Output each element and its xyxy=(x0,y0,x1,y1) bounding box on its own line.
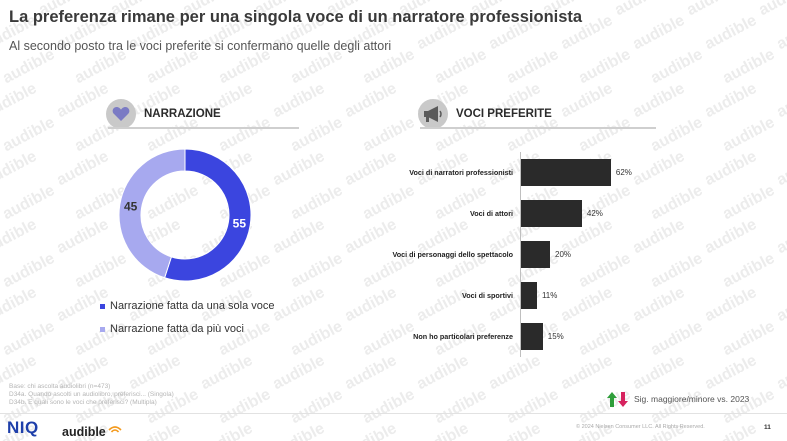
legend-label-single: Narrazione fatta da una sola voce xyxy=(110,300,275,312)
page-title: La preferenza rimane per una singola voc… xyxy=(9,8,583,26)
bar-axis-line xyxy=(520,152,521,357)
sig-up-arrow-icon xyxy=(607,392,617,412)
audible-wave-icon xyxy=(108,421,122,439)
niq-logo: NIQ xyxy=(7,418,39,437)
heart-icon xyxy=(106,99,136,129)
bar-category-label: Voci di sportivi xyxy=(462,290,513,300)
narrazione-heading: NARRAZIONE xyxy=(144,108,221,120)
narrazione-header: NARRAZIONE xyxy=(106,99,221,129)
bar-category-label: Non ho particolari preferenze xyxy=(413,331,513,341)
bar-category-label: Voci di attori xyxy=(470,208,513,218)
legend-swatch-multi xyxy=(100,326,105,332)
footnote-d34a: D34a. Quando ascolti un audiolibro, pref… xyxy=(9,391,174,398)
bar xyxy=(521,282,537,309)
legend-label-multi: Narrazione fatta da più voci xyxy=(110,323,244,335)
donut-slice-multi-voice xyxy=(118,148,186,279)
footnote-base: Base: chi ascolta audiolibri (n=473) xyxy=(9,383,111,390)
bar-category-label: Voci di narratori professionisti xyxy=(409,167,513,177)
narrazione-underline xyxy=(108,127,299,129)
bar-value-label: 42% xyxy=(586,208,603,218)
sig-legend-text: Sig. maggiore/minore vs. 2023 xyxy=(634,394,750,404)
bar xyxy=(521,200,582,227)
bar-value-label: 20% xyxy=(555,249,572,259)
legend-swatch-single xyxy=(100,303,105,309)
bar xyxy=(521,159,611,186)
donut-value-label: 55 xyxy=(233,217,247,231)
footnote-d34b: D34b. E quali sono le voci che preferisc… xyxy=(9,399,157,406)
megaphone-icon xyxy=(418,99,448,129)
donut-value-label: 45 xyxy=(124,199,138,213)
voci-header: VOCI PREFERITE xyxy=(418,99,552,129)
sig-down-arrow-icon xyxy=(618,392,628,412)
copyright-text: © 2024 Nielsen Consumer LLC. All Rights … xyxy=(576,424,705,430)
bar xyxy=(521,241,550,268)
donut-slice-single-voice xyxy=(163,148,252,282)
legend-item-multi-voice: Narrazione fatta da più voci xyxy=(100,323,244,335)
bar xyxy=(521,323,543,350)
bar-value-label: 15% xyxy=(547,331,564,341)
voci-underline xyxy=(420,127,656,129)
audible-logo: audible xyxy=(62,425,106,439)
donut-chart: 55 45 xyxy=(118,148,252,282)
bar-category-label: Voci di personaggi dello spettacolo xyxy=(392,249,513,259)
legend-item-single-voice: Narrazione fatta da una sola voce xyxy=(100,300,275,312)
page-number: 11 xyxy=(764,424,771,431)
voci-heading: VOCI PREFERITE xyxy=(456,108,552,120)
bar-value-label: 11% xyxy=(541,290,558,300)
page-subtitle: Al secondo posto tra le voci preferite s… xyxy=(9,39,392,53)
bar-value-label: 62% xyxy=(615,167,632,177)
footer-divider xyxy=(0,413,787,414)
